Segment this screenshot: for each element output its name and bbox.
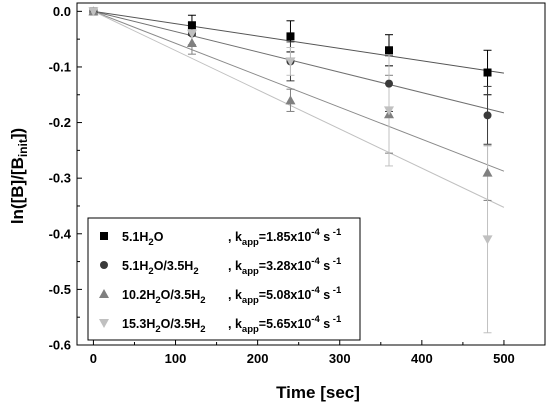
y-axis-title-main: ln([B]/[B [8,157,27,224]
y-tick-label: -0.1 [49,59,71,74]
y-tick-label: 0.0 [53,4,71,19]
data-point [88,7,99,17]
legend-rate-label: , kapp=5.65x10-4 s -1 [228,314,342,335]
x-axis-title: Time [sec] [276,383,360,402]
data-point [385,79,393,88]
data-point [385,46,393,55]
legend-rate-label: , kapp=3.28x10-4 s -1 [228,256,342,277]
x-tick-label: 100 [165,351,187,366]
plot-frame [76,2,546,346]
data-point [186,38,197,48]
y-tick-label: -0.5 [49,282,71,297]
data-markers [88,6,493,245]
plot-border [76,2,546,346]
y-axis-ticks: 0.0 -0.1 -0.2 -0.3 -0.4 -0.5 -0.6 [49,4,82,353]
x-tick-label: 300 [329,351,351,366]
data-point [186,29,197,39]
legend-rate-label: , kapp=1.85x10-4 s -1 [228,227,342,248]
fit-line [93,10,505,172]
y-tick-label: -0.6 [49,338,71,353]
y-tick-label: -0.3 [49,171,71,186]
y-axis-title-sub: init [16,139,30,157]
x-tick-label: 200 [247,351,269,366]
legend-series-label: 5.1H2O/3.5H2 [122,259,199,277]
data-point [384,106,394,116]
y-tick-label: -0.2 [49,115,71,130]
legend-series-label: 15.3H2O/3.5H2 [122,317,206,335]
x-tick-label: 400 [411,351,433,366]
y-tick-label: -0.4 [49,226,72,241]
x-tick-label: 500 [493,351,515,366]
data-point [285,95,296,105]
fit-lines [93,10,505,208]
legend-marker [99,289,109,298]
fit-line [93,10,505,114]
data-point [187,21,196,30]
data-point [482,167,493,177]
x-tick-label: 0 [90,351,97,366]
legend-series-label: 10.2H2O/3.5H2 [122,288,206,306]
legend-rate-label: , kapp=5.08x10-4 s -1 [228,285,342,306]
data-point [286,32,295,41]
data-point [483,111,492,120]
legend-box [87,217,361,341]
fit-line [93,10,505,74]
x-axis-ticks: 0 100 200 300 400 500 [90,340,515,366]
fit-line [93,10,505,208]
data-point [285,57,296,67]
legend-marker [100,261,108,269]
legend-marker [99,319,109,328]
y-axis-title: ln([B]/[Binit]) [8,128,30,224]
legend-marker [100,232,108,240]
legend-series-label: 5.1H2O [122,230,164,248]
data-point [483,68,492,77]
y-axis-title-tail: ]) [8,128,27,139]
legend: 5.1H2O , kapp=1.85x10-4 s -1 5.1H2O/3.5H2,… [87,217,361,341]
data-point [482,235,493,245]
